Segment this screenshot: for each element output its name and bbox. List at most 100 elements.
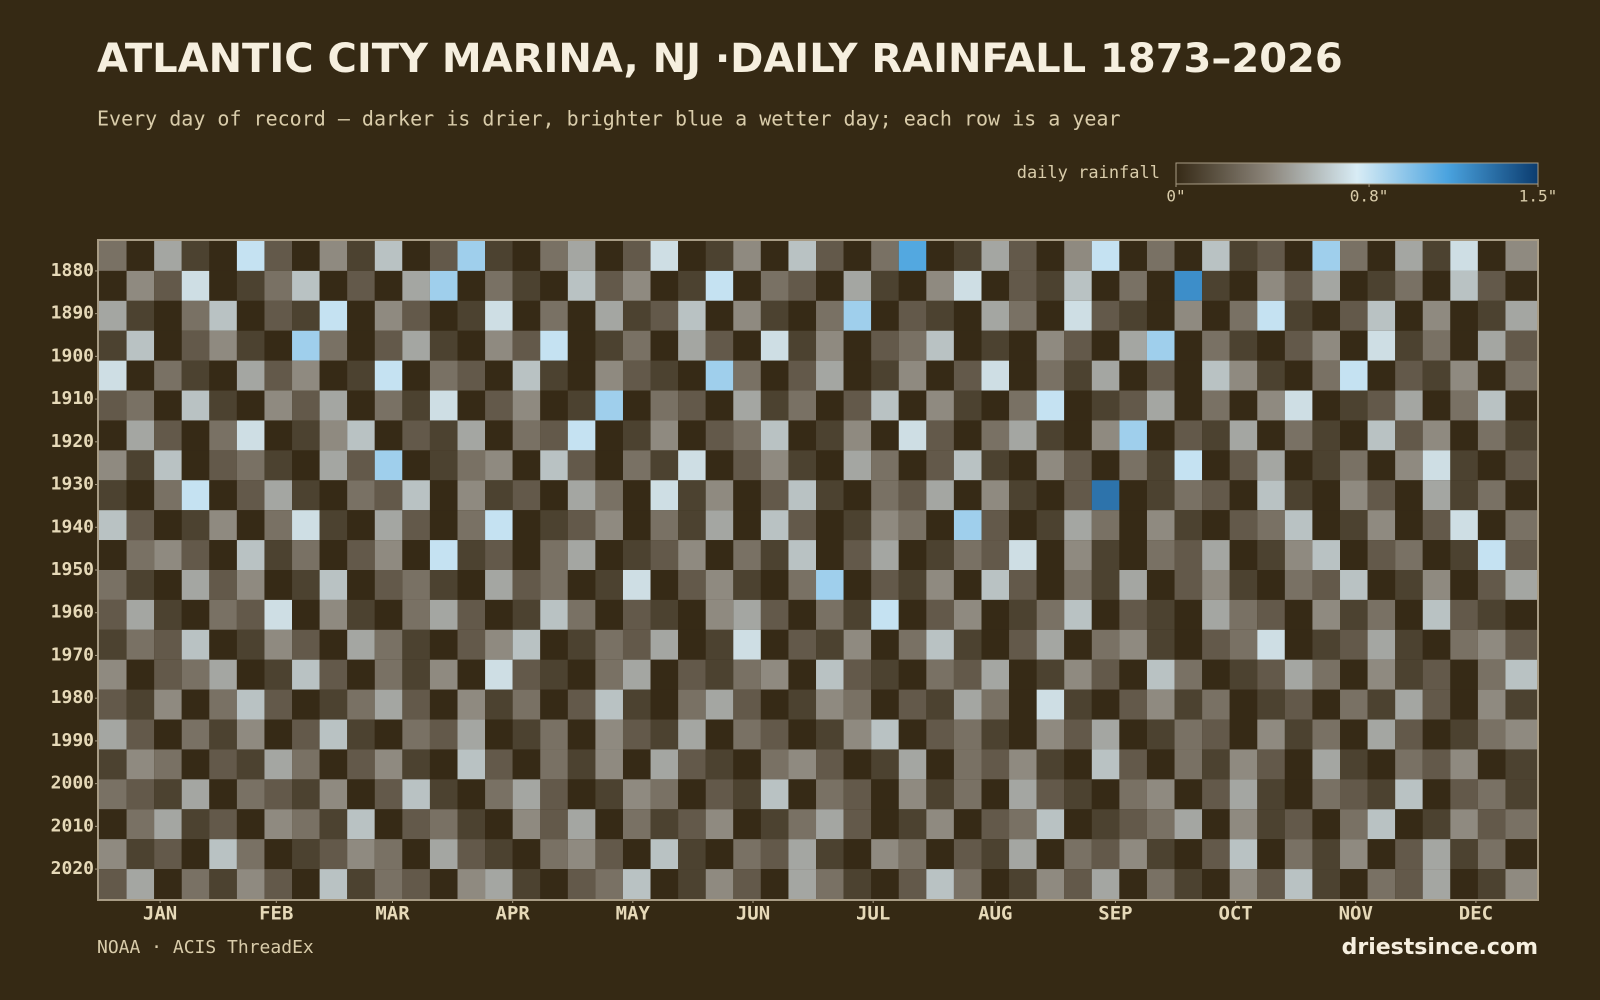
heat-cell — [1340, 510, 1368, 541]
heat-cell — [1422, 779, 1451, 810]
heat-cell — [1505, 689, 1537, 720]
heat-cell — [871, 839, 899, 870]
heat-cell — [733, 450, 761, 481]
heat-cell — [953, 749, 982, 780]
heat-cell — [540, 270, 568, 301]
heat-cell — [1395, 659, 1423, 690]
heat-cell — [622, 659, 651, 690]
heat-cell — [99, 360, 127, 391]
heat-cell — [1312, 330, 1341, 361]
heat-cell — [292, 719, 320, 750]
heat-cell — [457, 330, 486, 361]
heat-cell — [926, 869, 954, 899]
heat-cell — [595, 779, 623, 810]
heat-cell — [1257, 480, 1285, 511]
heat-cell — [760, 689, 789, 720]
heat-cell — [650, 749, 679, 780]
heat-cell — [512, 241, 541, 271]
heat-cell — [843, 659, 872, 690]
heat-cell — [1009, 779, 1037, 810]
heat-cell — [540, 719, 568, 750]
heat-cell — [181, 689, 210, 720]
heat-cell — [512, 420, 541, 451]
heat-cell — [512, 330, 541, 361]
heat-cell — [953, 360, 982, 391]
heat-cell — [1146, 420, 1175, 451]
heat-cell — [705, 719, 734, 750]
heat-cell — [1202, 420, 1230, 451]
heat-cell — [347, 809, 375, 840]
heat-cell — [154, 629, 182, 660]
heat-cell — [126, 450, 155, 481]
heat-cell — [1202, 869, 1230, 899]
heat-cell — [733, 689, 761, 720]
heat-cell — [1367, 360, 1396, 391]
heat-cell — [347, 659, 375, 690]
heat-cell — [1505, 300, 1537, 331]
heat-cell — [760, 270, 789, 301]
heat-cell — [567, 420, 596, 451]
heat-cell — [1367, 330, 1396, 361]
heat-cell — [760, 599, 789, 630]
heat-cell — [540, 570, 568, 600]
heat-cell — [1064, 869, 1092, 899]
heat-cell — [1257, 629, 1285, 660]
heat-cell — [622, 779, 651, 810]
heat-cell — [99, 390, 127, 421]
heat-cell — [953, 270, 982, 301]
heat-cell — [1284, 659, 1313, 690]
heat-cell — [374, 510, 403, 541]
heat-cell — [1505, 360, 1537, 391]
heat-cell — [788, 270, 817, 301]
heat-cell — [374, 480, 403, 511]
heat-cell — [1367, 450, 1396, 481]
heat-cell — [264, 570, 293, 600]
heat-cell — [209, 510, 237, 541]
heat-cell — [1202, 659, 1230, 690]
heat-cell — [99, 599, 127, 630]
heat-cell — [1477, 420, 1506, 451]
heat-cell — [622, 540, 651, 570]
heat-cell — [1422, 809, 1451, 840]
heat-cell — [816, 779, 844, 810]
heat-cell — [1257, 390, 1285, 421]
heat-cell — [1229, 420, 1258, 451]
heat-cell — [1367, 779, 1396, 810]
heat-cell — [402, 869, 430, 899]
heat-cell — [678, 570, 706, 600]
heat-cell — [1257, 839, 1285, 870]
heat-cell — [154, 450, 182, 481]
heat-cell — [1450, 809, 1478, 840]
heat-cell — [292, 689, 320, 720]
heat-cell — [595, 869, 623, 899]
heat-cell — [457, 599, 486, 630]
heat-cell — [154, 809, 182, 840]
heat-cell — [1229, 659, 1258, 690]
heat-cell — [622, 450, 651, 481]
heat-cell — [816, 869, 844, 899]
heat-cell — [292, 749, 320, 780]
heat-cell — [209, 390, 237, 421]
heat-cell — [1257, 689, 1285, 720]
heat-cell — [209, 689, 237, 720]
heat-cell — [678, 869, 706, 899]
heat-cell — [1450, 270, 1478, 301]
heat-cell — [181, 540, 210, 570]
heat-cell — [181, 300, 210, 331]
heat-cell — [1284, 390, 1313, 421]
heat-cell — [485, 360, 513, 391]
heat-cell — [926, 540, 954, 570]
heat-cell — [1477, 241, 1506, 271]
colorbar-tick-label: 1.5" — [1519, 187, 1558, 206]
heat-cell — [1422, 629, 1451, 660]
heat-cell — [1009, 689, 1037, 720]
heat-cell — [429, 779, 458, 810]
heat-cell — [678, 360, 706, 391]
heat-cell — [99, 570, 127, 600]
heat-cell — [1367, 300, 1396, 331]
heat-cell — [898, 599, 927, 630]
heat-cell — [1146, 839, 1175, 870]
heat-cell — [485, 659, 513, 690]
heat-cell — [1229, 570, 1258, 600]
heat-cell — [99, 330, 127, 361]
